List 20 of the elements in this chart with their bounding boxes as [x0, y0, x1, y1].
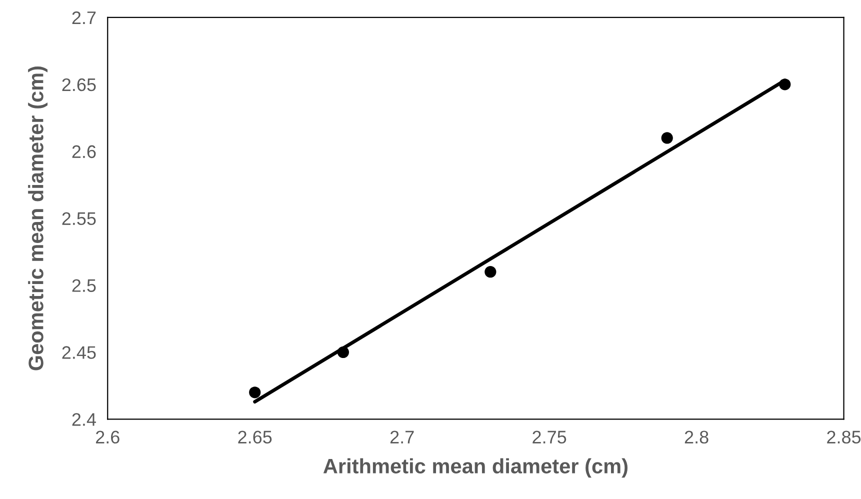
x-tick-label: 2.8: [684, 430, 708, 444]
point: [337, 346, 350, 358]
y-tick-label: 2.4: [72, 413, 96, 426]
y-tick-label: 2.5: [72, 279, 96, 292]
y-tick-label: 2.7: [72, 11, 96, 24]
point: [661, 132, 673, 144]
y-tick-label: 2.6: [72, 145, 96, 158]
point: [779, 78, 791, 90]
x-tick-label: 2.6: [96, 430, 120, 444]
x-tick-label: 2.7: [390, 430, 414, 444]
point: [249, 386, 261, 398]
x-tick-label: 2.75: [532, 430, 566, 444]
x-axis-title: Arithmetic mean diameter (cm): [323, 458, 628, 478]
x-tick-label: 2.85: [827, 430, 861, 444]
y-tick-label: 2.55: [62, 212, 96, 226]
point: [484, 266, 496, 278]
y-tick-label: 2.45: [62, 346, 96, 359]
y-tick-label: 2.65: [62, 78, 96, 92]
y-axis-title: Geometric mean diameter (cm): [28, 66, 48, 370]
x-tick-label: 2.65: [238, 430, 272, 444]
